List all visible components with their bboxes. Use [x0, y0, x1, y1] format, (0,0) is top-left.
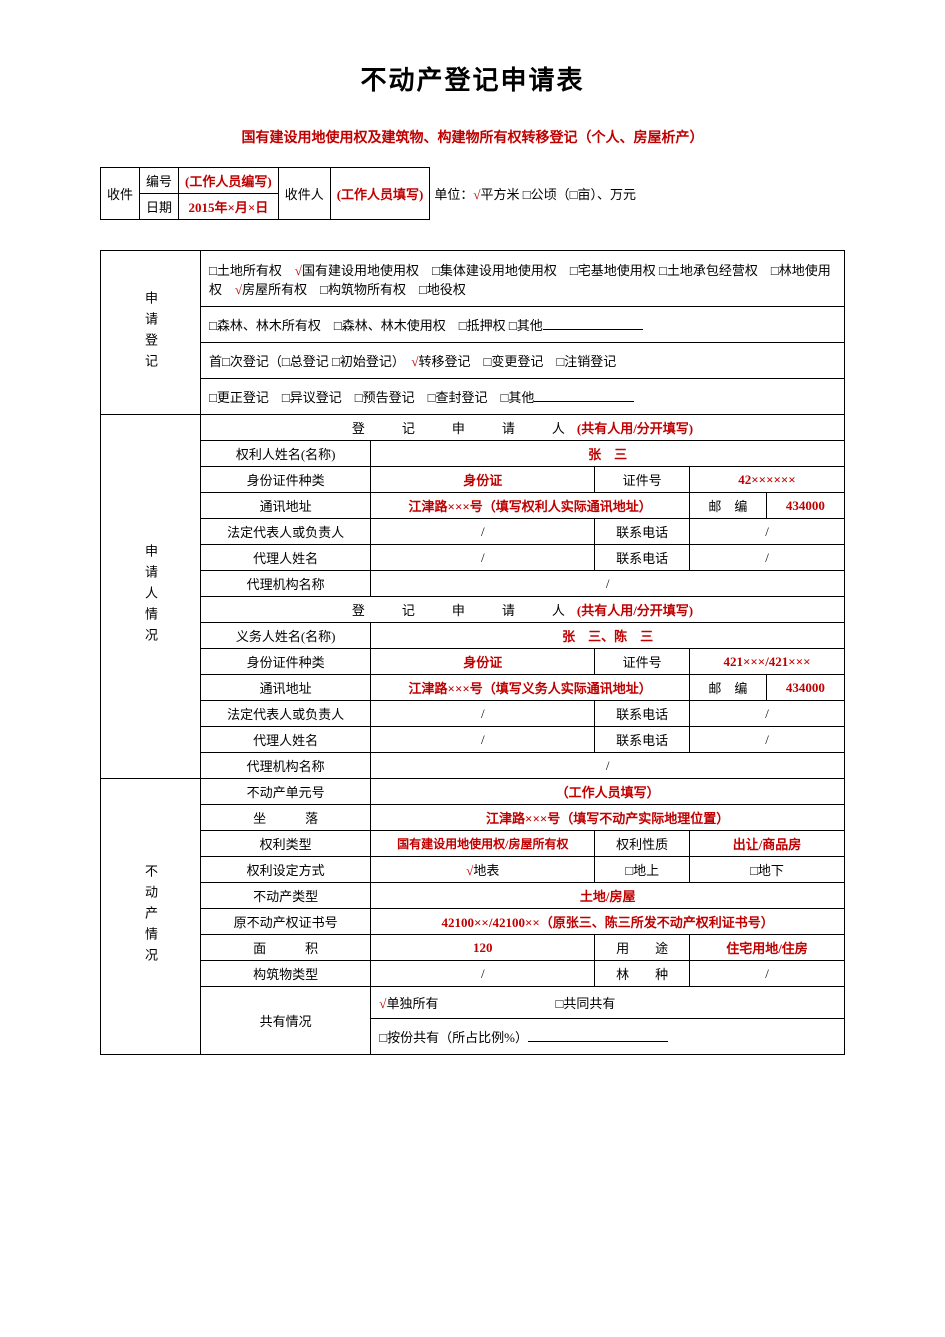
p8-value2: / — [690, 961, 845, 987]
rb3-label: 通讯地址 — [201, 675, 371, 701]
p8-value: / — [371, 961, 595, 987]
page-subtitle: 国有建设用地使用权及建筑物、构建物所有权转移登记（个人、房屋析产） — [100, 127, 845, 147]
p3-value2: 出让/商品房 — [690, 831, 845, 857]
applicant-hdr-b: 登 记 申 请 人(共有人用/分开填写) — [201, 597, 845, 623]
rb2-value2: 421×××/421××× — [690, 649, 845, 675]
p3-label: 权利类型 — [201, 831, 371, 857]
r4-value: / — [371, 519, 595, 545]
r5-value2: / — [690, 545, 845, 571]
r2-value: 身份证 — [371, 467, 595, 493]
r1-value: 张 三 — [371, 441, 845, 467]
page-title: 不动产登记申请表 — [100, 60, 845, 97]
applicant-side-label: 申请人情况 — [101, 415, 201, 779]
apply-side-label: 申请登记 — [101, 251, 201, 415]
r3-value2: 434000 — [766, 493, 844, 519]
r6-label: 代理机构名称 — [201, 571, 371, 597]
p9-label: 共有情况 — [201, 987, 371, 1055]
number-label: 编号 — [140, 168, 179, 194]
rb3-value: 江津路×××号（填写义务人实际通讯地址） — [371, 675, 690, 701]
p8-label2: 林 种 — [595, 961, 690, 987]
p4-v1: √地表 — [371, 857, 595, 883]
apply-row2: □森林、林木所有权 □森林、林木使用权 □抵押权 □其他 — [201, 307, 845, 343]
rb3-value2: 434000 — [766, 675, 844, 701]
p4-label: 权利设定方式 — [201, 857, 371, 883]
p9-row2: □按份共有（所占比例%） — [371, 1019, 845, 1055]
receive-label: 收件 — [101, 168, 140, 220]
p4-v3: □地下 — [690, 857, 845, 883]
rb5-value: / — [371, 727, 595, 753]
rb5-value2: / — [690, 727, 845, 753]
r2-label2: 证件号 — [595, 467, 690, 493]
p2-value: 江津路×××号（填写不动产实际地理位置） — [371, 805, 845, 831]
p2-label: 坐 落 — [201, 805, 371, 831]
rb4-label2: 联系电话 — [595, 701, 690, 727]
rb4-value2: / — [690, 701, 845, 727]
rb1-label: 义务人姓名(名称) — [201, 623, 371, 649]
p6-label: 原不动产权证书号 — [201, 909, 371, 935]
r3-value: 江津路×××号（填写权利人实际通讯地址） — [371, 493, 690, 519]
rb6-value: / — [371, 753, 845, 779]
date-label: 日期 — [140, 194, 179, 220]
r2-label: 身份证件种类 — [201, 467, 371, 493]
receive-table: 收件 编号 (工作人员编写) 收件人 (工作人员填写) 日期 2015年×月×日 — [100, 167, 430, 220]
p1-label: 不动产单元号 — [201, 779, 371, 805]
rb1-value: 张 三、陈 三 — [371, 623, 845, 649]
rb2-label: 身份证件种类 — [201, 649, 371, 675]
rb6-label: 代理机构名称 — [201, 753, 371, 779]
p7-value: 120 — [371, 935, 595, 961]
r6-value: / — [371, 571, 845, 597]
p7-label2: 用 途 — [595, 935, 690, 961]
p4-v2: □地上 — [595, 857, 690, 883]
r4-label: 法定代表人或负责人 — [201, 519, 371, 545]
r5-label2: 联系电话 — [595, 545, 690, 571]
apply-row3: 首□次登记（□总登记 □初始登记） √转移登记 □变更登记 □注销登记 — [201, 343, 845, 379]
p9-row1: √单独所有 □共同共有 — [371, 987, 845, 1019]
header-row: 收件 编号 (工作人员编写) 收件人 (工作人员填写) 日期 2015年×月×日… — [100, 167, 845, 220]
r3-label: 通讯地址 — [201, 493, 371, 519]
rb2-label2: 证件号 — [595, 649, 690, 675]
p8-label: 构筑物类型 — [201, 961, 371, 987]
rb2-value: 身份证 — [371, 649, 595, 675]
rb4-label: 法定代表人或负责人 — [201, 701, 371, 727]
receiver-label: 收件人 — [278, 168, 330, 220]
rb3-label2: 邮 编 — [690, 675, 767, 701]
unit-text: 单位：√平方米 □公顷（□亩）、万元 — [434, 184, 636, 203]
applicant-hdr-a: 登 记 申 请 人(共有人用/分开填写) — [201, 415, 845, 441]
r4-value2: / — [690, 519, 845, 545]
number-value: (工作人员编写) — [179, 168, 279, 194]
rb5-label: 代理人姓名 — [201, 727, 371, 753]
p7-value2: 住宅用地/住房 — [690, 935, 845, 961]
apply-row4: □更正登记 □异议登记 □预告登记 □查封登记 □其他 — [201, 379, 845, 415]
date-value: 2015年×月×日 — [179, 194, 279, 220]
p6-value: 42100××/42100××（原张三、陈三所发不动产权利证书号） — [371, 909, 845, 935]
rb5-label2: 联系电话 — [595, 727, 690, 753]
p1-value: （工作人员填写） — [371, 779, 845, 805]
r4-label2: 联系电话 — [595, 519, 690, 545]
property-side-label: 不动产情况 — [101, 779, 201, 1055]
p5-value: 土地/房屋 — [371, 883, 845, 909]
r5-label: 代理人姓名 — [201, 545, 371, 571]
apply-row1: □土地所有权 √国有建设用地使用权 □集体建设用地使用权 □宅基地使用权 □土地… — [201, 251, 845, 307]
r2-value2: 42×××××× — [690, 467, 845, 493]
p3-label2: 权利性质 — [595, 831, 690, 857]
rb4-value: / — [371, 701, 595, 727]
p7-label: 面 积 — [201, 935, 371, 961]
r5-value: / — [371, 545, 595, 571]
r1-label: 权利人姓名(名称) — [201, 441, 371, 467]
r3-label2: 邮 编 — [690, 493, 767, 519]
receiver-value: (工作人员填写) — [330, 168, 430, 220]
p5-label: 不动产类型 — [201, 883, 371, 909]
p3-value: 国有建设用地使用权/房屋所有权 — [371, 831, 595, 857]
main-form-table: 申请登记 □土地所有权 √国有建设用地使用权 □集体建设用地使用权 □宅基地使用… — [100, 250, 845, 1055]
